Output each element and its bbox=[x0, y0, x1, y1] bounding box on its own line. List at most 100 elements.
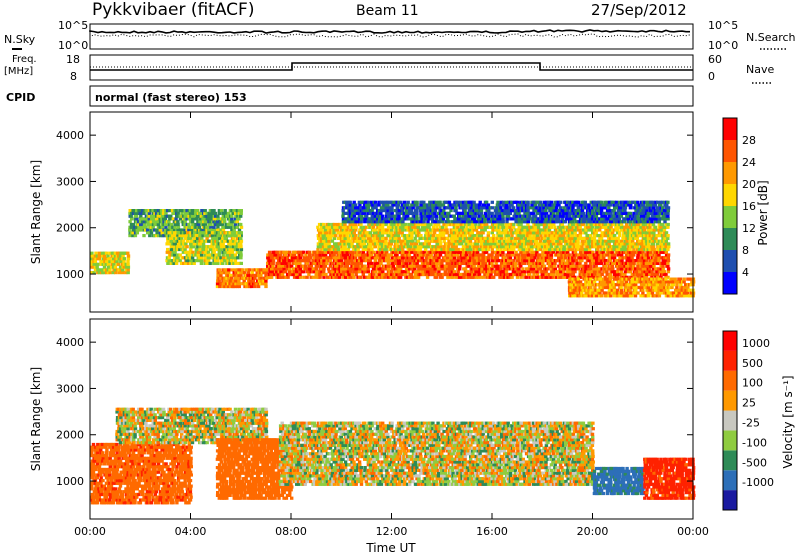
power-cell-0 bbox=[90, 271, 94, 275]
power-cell-1332 bbox=[302, 250, 306, 254]
power-cell-3432 bbox=[436, 242, 441, 246]
power-cell-676 bbox=[174, 239, 178, 243]
power-cell-438 bbox=[198, 222, 202, 227]
power-cell-1652 bbox=[377, 264, 381, 268]
power-cell-3786 bbox=[519, 231, 523, 235]
power-cell-4901 bbox=[468, 211, 473, 215]
power-cell-2442 bbox=[558, 256, 562, 260]
power-cell-3369 bbox=[422, 245, 426, 249]
power-cell-305 bbox=[167, 222, 171, 227]
power-cell-4331 bbox=[641, 245, 645, 249]
power-cell-3777 bbox=[517, 228, 521, 232]
power-cell-375 bbox=[185, 228, 189, 232]
power-cell-580 bbox=[230, 214, 234, 218]
power-cell-1813 bbox=[413, 264, 417, 268]
power-cell-1666 bbox=[381, 270, 385, 274]
power-cell-1235 bbox=[280, 272, 285, 277]
power-cell-1598 bbox=[364, 267, 369, 271]
power-cell-3871 bbox=[537, 222, 541, 227]
power-cell-4748 bbox=[424, 206, 428, 210]
power-cell-813 bbox=[203, 253, 207, 257]
power-cell-810 bbox=[203, 261, 207, 265]
power-cell-3965 bbox=[558, 234, 562, 238]
power-cell-1198 bbox=[271, 253, 275, 257]
power-cell-4095 bbox=[587, 228, 591, 232]
power-cell-1605 bbox=[367, 264, 371, 268]
power-cell-3069 bbox=[350, 236, 354, 240]
power-cell-805 bbox=[201, 245, 206, 249]
power-cell-2419 bbox=[553, 261, 557, 265]
power-cell-3264 bbox=[395, 228, 399, 232]
power-cell-4786 bbox=[435, 217, 439, 221]
power-cell-916 bbox=[223, 247, 227, 252]
power-cell-1635 bbox=[374, 264, 378, 268]
power-cell-702 bbox=[180, 236, 184, 240]
power-cell-3936 bbox=[551, 231, 555, 235]
power-cell-2404 bbox=[549, 259, 554, 263]
power-cell-1907 bbox=[434, 272, 438, 277]
power-cell-1024 bbox=[219, 273, 223, 277]
power-cell-4670 bbox=[400, 206, 404, 210]
power-cell-2584 bbox=[591, 250, 595, 254]
power-cell-9 bbox=[92, 262, 96, 266]
power-cell-4552 bbox=[368, 220, 372, 224]
power-cell-1707 bbox=[390, 259, 394, 263]
noise-sky-line bbox=[89, 29, 690, 34]
power-cell-1832 bbox=[417, 259, 421, 263]
power-cell-3815 bbox=[526, 242, 530, 246]
power-cell-998 bbox=[239, 261, 243, 265]
power-cell-3125 bbox=[362, 231, 367, 235]
power-cell-105 bbox=[118, 254, 123, 258]
power-cell-4269 bbox=[628, 247, 632, 252]
power-cell-4064 bbox=[580, 239, 584, 243]
power-cell-3599 bbox=[476, 245, 480, 249]
power-cell-2990 bbox=[332, 236, 337, 240]
power-cell-237 bbox=[152, 234, 157, 238]
power-cell-2090 bbox=[476, 256, 480, 260]
power-cell-3622 bbox=[481, 247, 485, 252]
power-cell-2509 bbox=[572, 259, 577, 263]
power-cell-1595 bbox=[363, 253, 367, 257]
power-cell-2510 bbox=[573, 256, 577, 260]
noise-left-tick-top: 10^5 bbox=[58, 19, 88, 32]
power-cell-1516 bbox=[345, 256, 349, 260]
power-cell-3057 bbox=[346, 236, 351, 240]
power-cell-1508 bbox=[343, 253, 347, 257]
power-cell-2076 bbox=[474, 275, 479, 279]
power-cell-169 bbox=[135, 211, 139, 215]
power-cell-1448 bbox=[333, 272, 337, 277]
power-cell-1559 bbox=[356, 275, 360, 279]
power-cell-2626 bbox=[600, 253, 604, 257]
power-cell-4388 bbox=[652, 236, 656, 240]
power-cell-819 bbox=[205, 261, 209, 265]
power-cell-2931 bbox=[319, 236, 324, 240]
power-cell-4518 bbox=[357, 200, 362, 204]
power-cell-1482 bbox=[338, 253, 342, 257]
power-cell-1543 bbox=[351, 250, 355, 254]
power-cell-3642 bbox=[485, 222, 489, 227]
power-cell-33 bbox=[99, 262, 103, 266]
power-cell-1065 bbox=[233, 284, 238, 289]
power-cell-1593 bbox=[362, 259, 367, 263]
power-cell-4784 bbox=[432, 200, 437, 204]
power-cell-119 bbox=[124, 271, 128, 275]
power-cell-2130 bbox=[485, 264, 489, 268]
power-cell-240 bbox=[152, 214, 157, 218]
power-cell-2193 bbox=[499, 250, 503, 254]
power-cell-2195 bbox=[501, 272, 505, 277]
power-cell-3021 bbox=[339, 234, 344, 238]
power-cell-4967 bbox=[488, 206, 492, 210]
power-cell-1110 bbox=[248, 284, 252, 289]
power-cell-1851 bbox=[422, 270, 426, 274]
power-cell-232 bbox=[151, 220, 156, 224]
power-cell-1908 bbox=[435, 264, 439, 268]
power-cell-4540 bbox=[365, 214, 369, 218]
power-cell-7 bbox=[92, 271, 96, 275]
power-cell-4321 bbox=[637, 222, 642, 227]
power-cell-1754 bbox=[400, 272, 405, 277]
power-cell-83 bbox=[113, 268, 118, 272]
power-cell-278 bbox=[162, 234, 166, 238]
power-cell-2743 bbox=[628, 261, 633, 265]
power-cell-2291 bbox=[525, 275, 529, 279]
power-cell-837 bbox=[207, 231, 211, 235]
